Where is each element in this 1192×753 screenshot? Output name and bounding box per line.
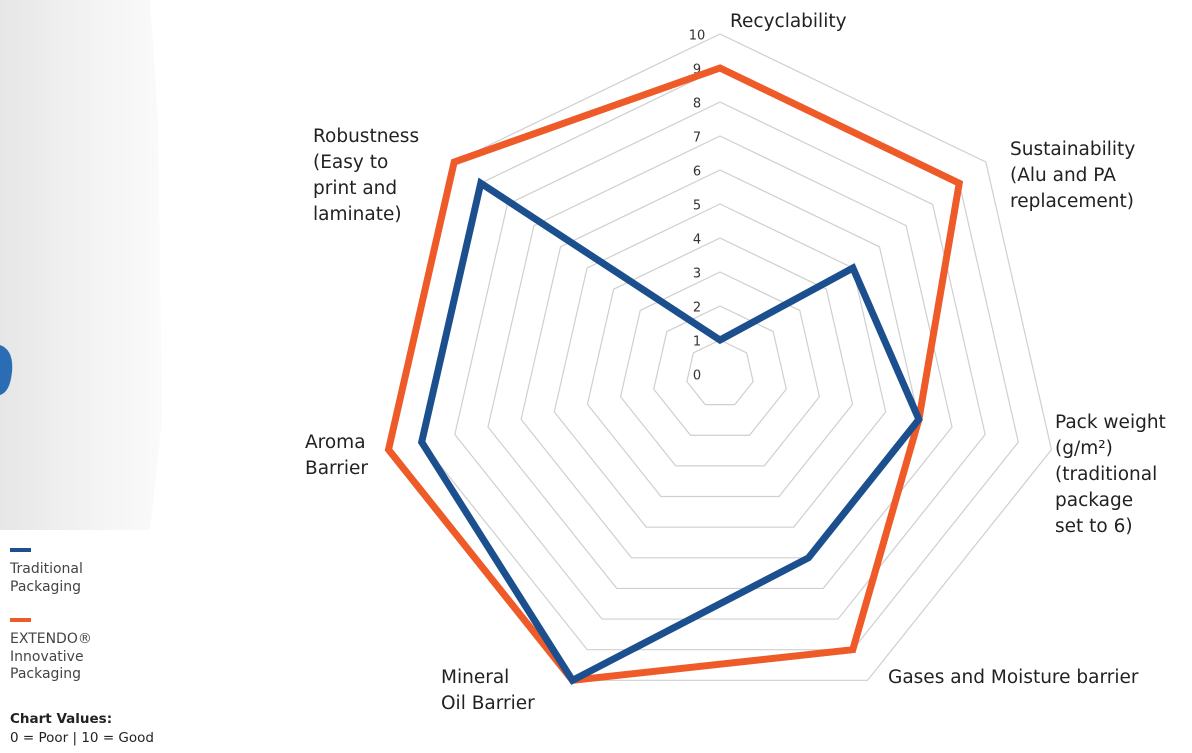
series-line xyxy=(384,64,964,685)
legend-swatch xyxy=(10,618,31,622)
note-title: Chart Values: xyxy=(10,711,113,727)
legend-swatch xyxy=(10,548,31,552)
r-tick-label: 4 xyxy=(693,233,701,248)
r-tick-label: 8 xyxy=(693,97,701,112)
r-tick-label: 5 xyxy=(693,199,701,214)
category-label: laminate) xyxy=(313,204,402,225)
r-tick-label: 3 xyxy=(693,267,701,282)
series-line xyxy=(417,177,923,685)
grid-ring xyxy=(387,33,1053,681)
grid-ring xyxy=(653,305,787,436)
category-label: Mineral xyxy=(441,667,510,688)
category-label: (traditional xyxy=(1055,464,1158,485)
grid-ring xyxy=(553,203,887,528)
category-label: Oil Barrier xyxy=(441,693,535,714)
category-label: (Alu and PA xyxy=(1010,165,1116,186)
category-label: (Easy to xyxy=(313,152,389,173)
grid-ring xyxy=(586,237,854,498)
r-tick-label: 1 xyxy=(693,335,701,350)
note-text: 0 = Poor | 10 = Good xyxy=(10,730,154,746)
category-label: (g/m²) xyxy=(1055,438,1113,459)
category-label: Pack weight xyxy=(1055,412,1166,433)
grid-ring xyxy=(686,339,754,406)
legend-label: EXTENDO® Innovative Packaging xyxy=(10,631,92,682)
grid-ring xyxy=(487,135,953,590)
grid-ring xyxy=(520,169,920,559)
category-label: print and xyxy=(313,178,398,199)
r-tick-label: 9 xyxy=(693,63,701,78)
legend-label: Traditional Packaging xyxy=(10,561,83,595)
r-tick-label: 2 xyxy=(693,301,701,316)
category-label: Robustness xyxy=(313,126,420,147)
category-label: replacement) xyxy=(1010,191,1134,212)
grid-ring xyxy=(619,271,821,467)
product-image-logo xyxy=(0,345,13,395)
category-label: Barrier xyxy=(305,458,369,479)
category-label: Aroma xyxy=(305,432,366,453)
r-tick-label: 6 xyxy=(693,165,701,180)
category-label: package xyxy=(1055,490,1134,511)
category-label: set to 6) xyxy=(1055,516,1133,537)
r-tick-label: 0 xyxy=(693,369,701,384)
category-label: Gases and Moisture barrier xyxy=(888,667,1139,688)
category-label: Recyclability xyxy=(730,11,847,32)
grid-ring xyxy=(454,101,986,620)
product-image xyxy=(0,0,162,530)
r-tick-label: 7 xyxy=(693,131,701,146)
category-label: Sustainability xyxy=(1010,139,1136,160)
r-tick-label: 10 xyxy=(689,29,706,44)
